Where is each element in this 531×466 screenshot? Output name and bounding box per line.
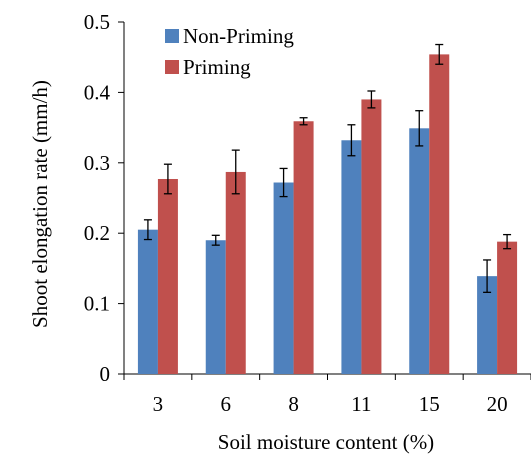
bar — [205, 240, 226, 374]
x-tick-label: 11 — [351, 392, 371, 416]
y-tick-label: 0 — [100, 362, 111, 386]
bar — [429, 54, 450, 374]
x-tick-label: 8 — [288, 392, 299, 416]
bar — [477, 276, 498, 374]
x-tick-label: 15 — [419, 392, 440, 416]
bar — [225, 171, 246, 374]
bar — [341, 140, 362, 374]
bar — [361, 99, 382, 374]
x-tick-label: 20 — [487, 392, 508, 416]
legend-swatch — [165, 29, 179, 43]
legend-label: Priming — [183, 55, 251, 79]
x-tick-label: 3 — [153, 392, 164, 416]
error-bars — [143, 43, 512, 293]
legend-label: Non-Priming — [183, 24, 294, 48]
legend-swatch — [165, 60, 179, 74]
y-tick-label: 0.5 — [84, 10, 110, 34]
y-tick-label: 0.4 — [84, 80, 111, 104]
y-tick-label: 0.3 — [84, 151, 110, 175]
bar — [157, 178, 178, 374]
x-axis-title: Soil moisture content (%) — [218, 430, 434, 454]
y-tick-label: 0.2 — [84, 221, 110, 245]
bar — [409, 128, 430, 374]
bar — [497, 241, 518, 374]
y-tick-label: 0.1 — [84, 292, 110, 316]
bar — [137, 229, 158, 374]
bar — [293, 121, 314, 374]
bar — [273, 182, 294, 374]
y-axis-title: Shoot elongation rate (mm/h) — [28, 80, 52, 328]
x-tick-label: 6 — [221, 392, 232, 416]
bars — [137, 54, 518, 374]
axes: 0 0.1 0.2 0.3 0.4 0.5 3 6 8 11 15 20 — [84, 10, 531, 416]
legend: Non-Priming Priming — [165, 24, 294, 79]
